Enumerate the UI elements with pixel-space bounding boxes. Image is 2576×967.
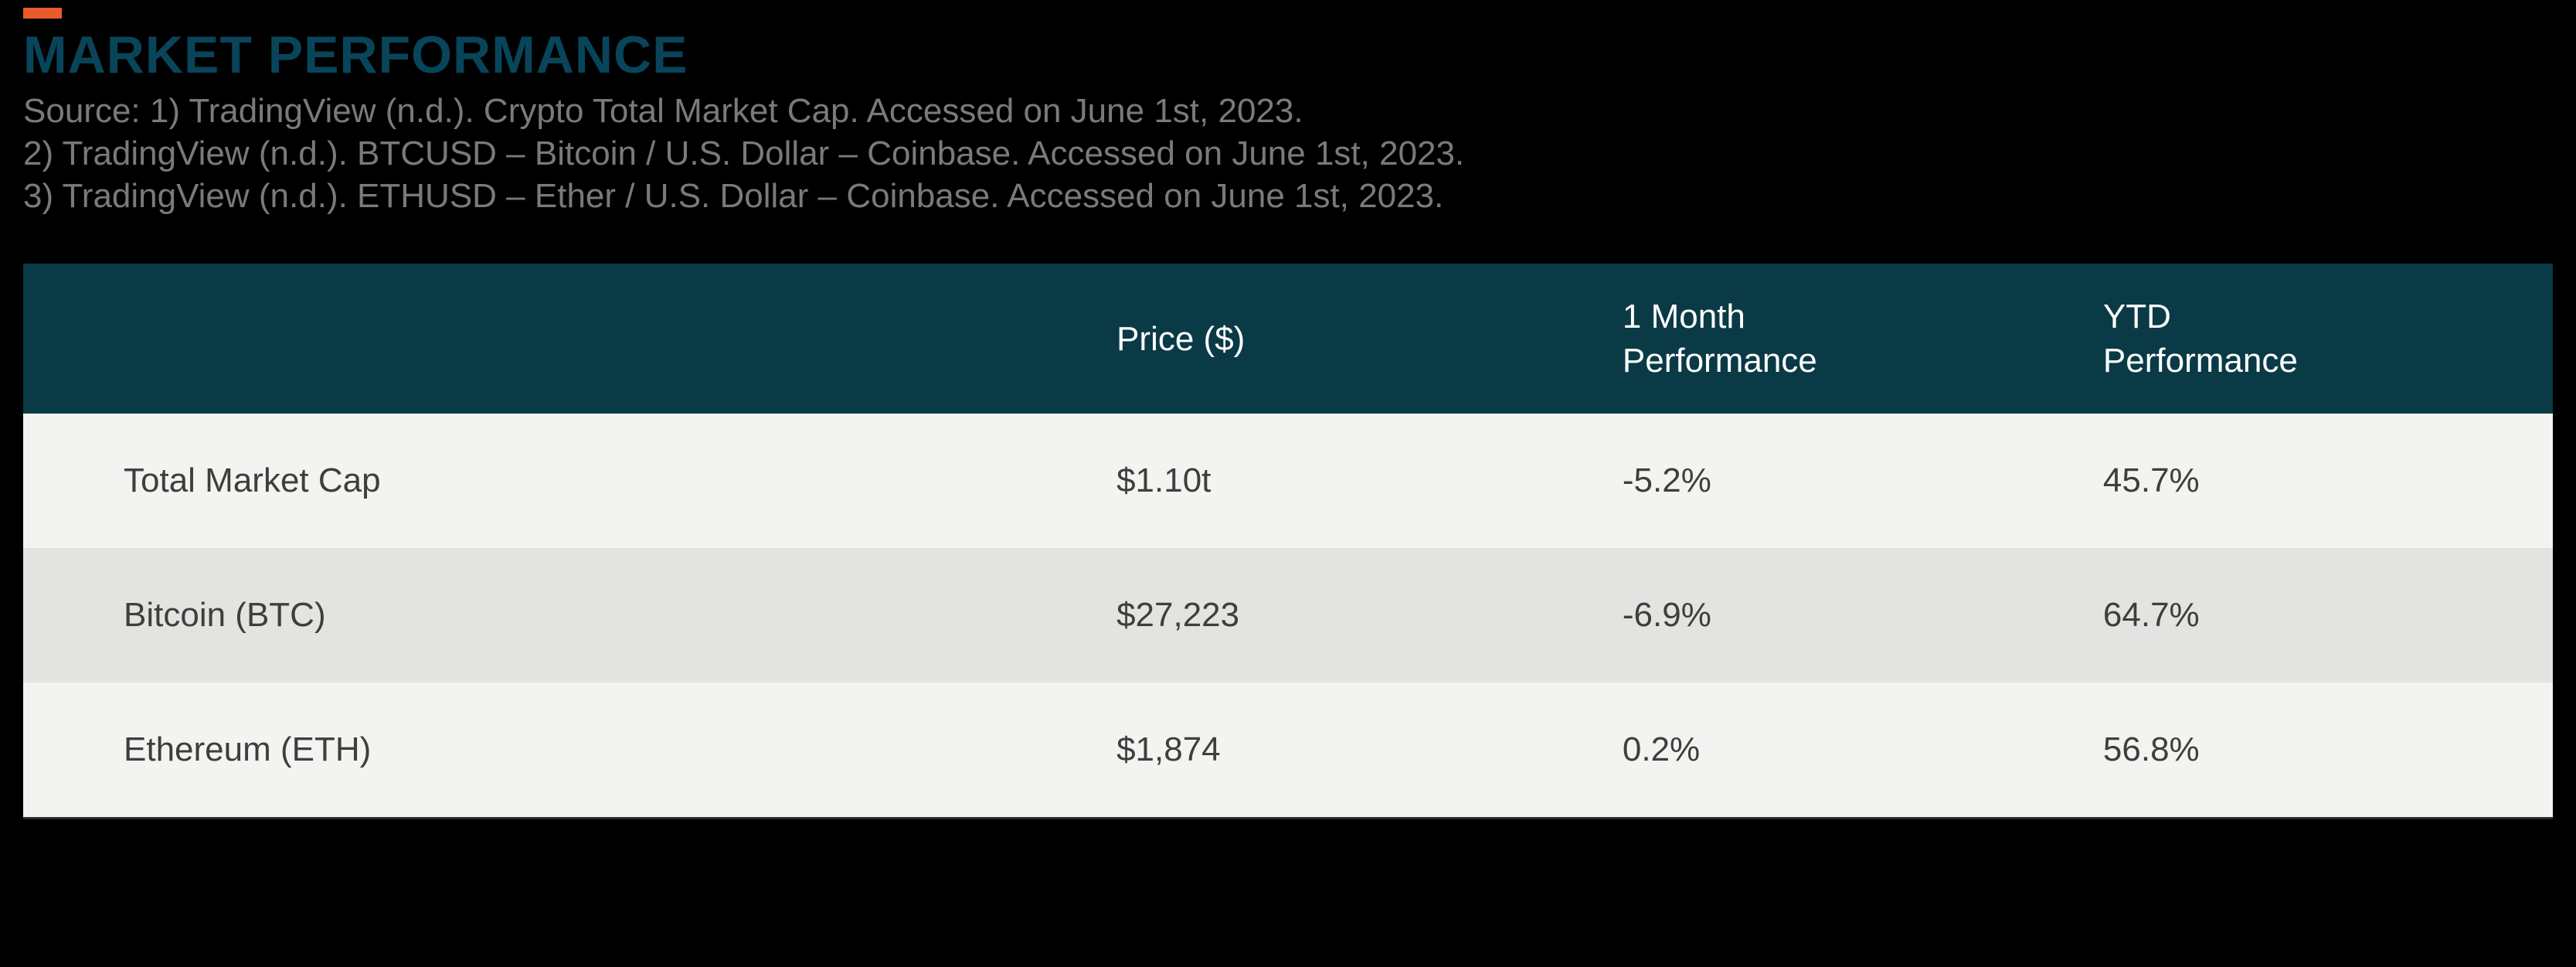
row-month-perf: 0.2%	[1592, 683, 2072, 819]
row-ytd-perf: 45.7%	[2072, 414, 2553, 548]
row-month-perf: -5.2%	[1592, 414, 2072, 548]
row-name: Bitcoin (BTC)	[23, 548, 1086, 683]
col-header-empty	[23, 264, 1086, 414]
market-performance-table: Price ($) 1 Month Performance YTD Perfor…	[23, 264, 2553, 819]
table-row: Ethereum (ETH) $1,874 0.2% 56.8%	[23, 683, 2553, 819]
source-line-3: 3) TradingView (n.d.). ETHUSD – Ether / …	[23, 175, 2553, 217]
row-price: $1,874	[1086, 683, 1592, 819]
col-header-month-l1: 1 Month	[1623, 295, 2041, 339]
accent-bar	[23, 8, 62, 19]
page-title: MARKET PERFORMANCE	[23, 25, 2553, 85]
col-header-ytd: YTD Performance	[2072, 264, 2553, 414]
row-month-perf: -6.9%	[1592, 548, 2072, 683]
col-header-ytd-l2: Performance	[2103, 339, 2522, 383]
source-line-2: 2) TradingView (n.d.). BTCUSD – Bitcoin …	[23, 132, 2553, 175]
row-ytd-perf: 56.8%	[2072, 683, 2553, 819]
col-header-ytd-l1: YTD	[2103, 295, 2522, 339]
table-row: Total Market Cap $1.10t -5.2% 45.7%	[23, 414, 2553, 548]
col-header-price-l1: Price ($)	[1116, 317, 1561, 361]
table-header-row: Price ($) 1 Month Performance YTD Perfor…	[23, 264, 2553, 414]
source-line-1: Source: 1) TradingView (n.d.). Crypto To…	[23, 90, 2553, 132]
row-price: $1.10t	[1086, 414, 1592, 548]
row-ytd-perf: 64.7%	[2072, 548, 2553, 683]
table-row: Bitcoin (BTC) $27,223 -6.9% 64.7%	[23, 548, 2553, 683]
col-header-price: Price ($)	[1086, 264, 1592, 414]
row-name: Ethereum (ETH)	[23, 683, 1086, 819]
col-header-month: 1 Month Performance	[1592, 264, 2072, 414]
market-table-container: Price ($) 1 Month Performance YTD Perfor…	[23, 264, 2553, 819]
row-price: $27,223	[1086, 548, 1592, 683]
row-name: Total Market Cap	[23, 414, 1086, 548]
col-header-month-l2: Performance	[1623, 339, 2041, 383]
